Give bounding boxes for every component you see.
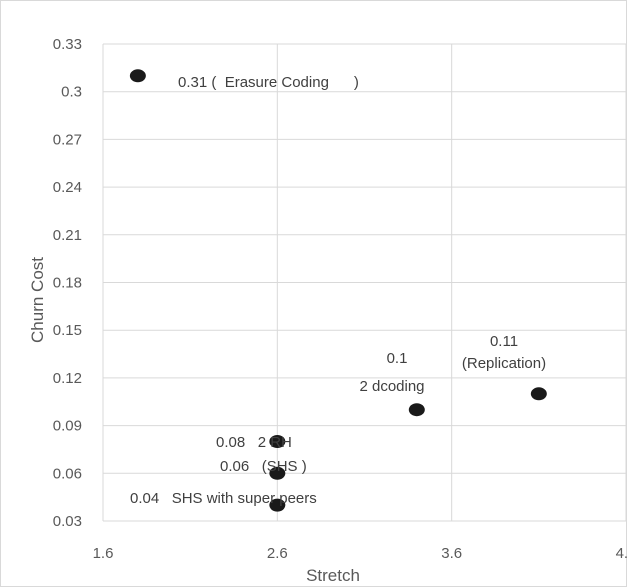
point-annotation: 0.08 2 RH — [216, 434, 292, 451]
y-tick-label: 0.06 — [53, 465, 82, 482]
point-annotation: 0.31 ( Erasure Coding ) — [178, 74, 359, 91]
point-annotation: 0.1 — [387, 350, 408, 367]
data-point — [269, 435, 286, 448]
y-tick-label: 0.09 — [53, 418, 82, 435]
y-tick-label: 0.21 — [53, 227, 82, 244]
data-point — [269, 498, 286, 512]
y-tick-label: 0.33 — [53, 36, 82, 53]
y-tick-label: 0.18 — [53, 275, 82, 292]
x-tick-labels: 1.6 2.6 3.6 4.6 — [93, 545, 627, 562]
point-annotations: 0.31 ( Erasure Coding ) 0.08 2 RH 0.06 (SH… — [130, 74, 546, 507]
point-annotation: (Replication) — [462, 355, 546, 372]
y-axis-title: Churn Cost — [28, 257, 47, 343]
y-tick-label: 0.3 — [61, 84, 82, 101]
data-point — [530, 387, 547, 401]
y-tick-label: 0.03 — [53, 513, 82, 530]
y-tick-label: 0.24 — [53, 179, 82, 196]
y-tick-label: 0.15 — [53, 322, 82, 339]
point-annotation: 2 dcoding — [359, 378, 424, 395]
data-points — [129, 69, 547, 512]
x-tick-label: 3.6 — [441, 545, 462, 562]
point-annotation: 0.06 (SHS ) — [220, 458, 307, 475]
x-tick-label: 1.6 — [93, 545, 114, 562]
point-annotation: 0.11 — [490, 333, 518, 350]
data-point — [129, 69, 146, 83]
data-point — [269, 466, 286, 480]
y-tick-labels: 0.03 0.06 0.09 0.12 0.15 0.18 0.21 0.24 0.27 0.3 0… — [53, 36, 82, 530]
x-tick-label: 4.6 — [616, 545, 627, 562]
y-tick-label: 0.27 — [53, 131, 82, 148]
point-annotation: 0.04 SHS with super peers — [130, 490, 317, 507]
y-tick-label: 0.12 — [53, 370, 82, 387]
x-axis-title: Stretch — [306, 566, 360, 585]
grid-lines — [102, 43, 627, 522]
data-point — [408, 403, 425, 417]
x-tick-label: 2.6 — [267, 545, 288, 562]
